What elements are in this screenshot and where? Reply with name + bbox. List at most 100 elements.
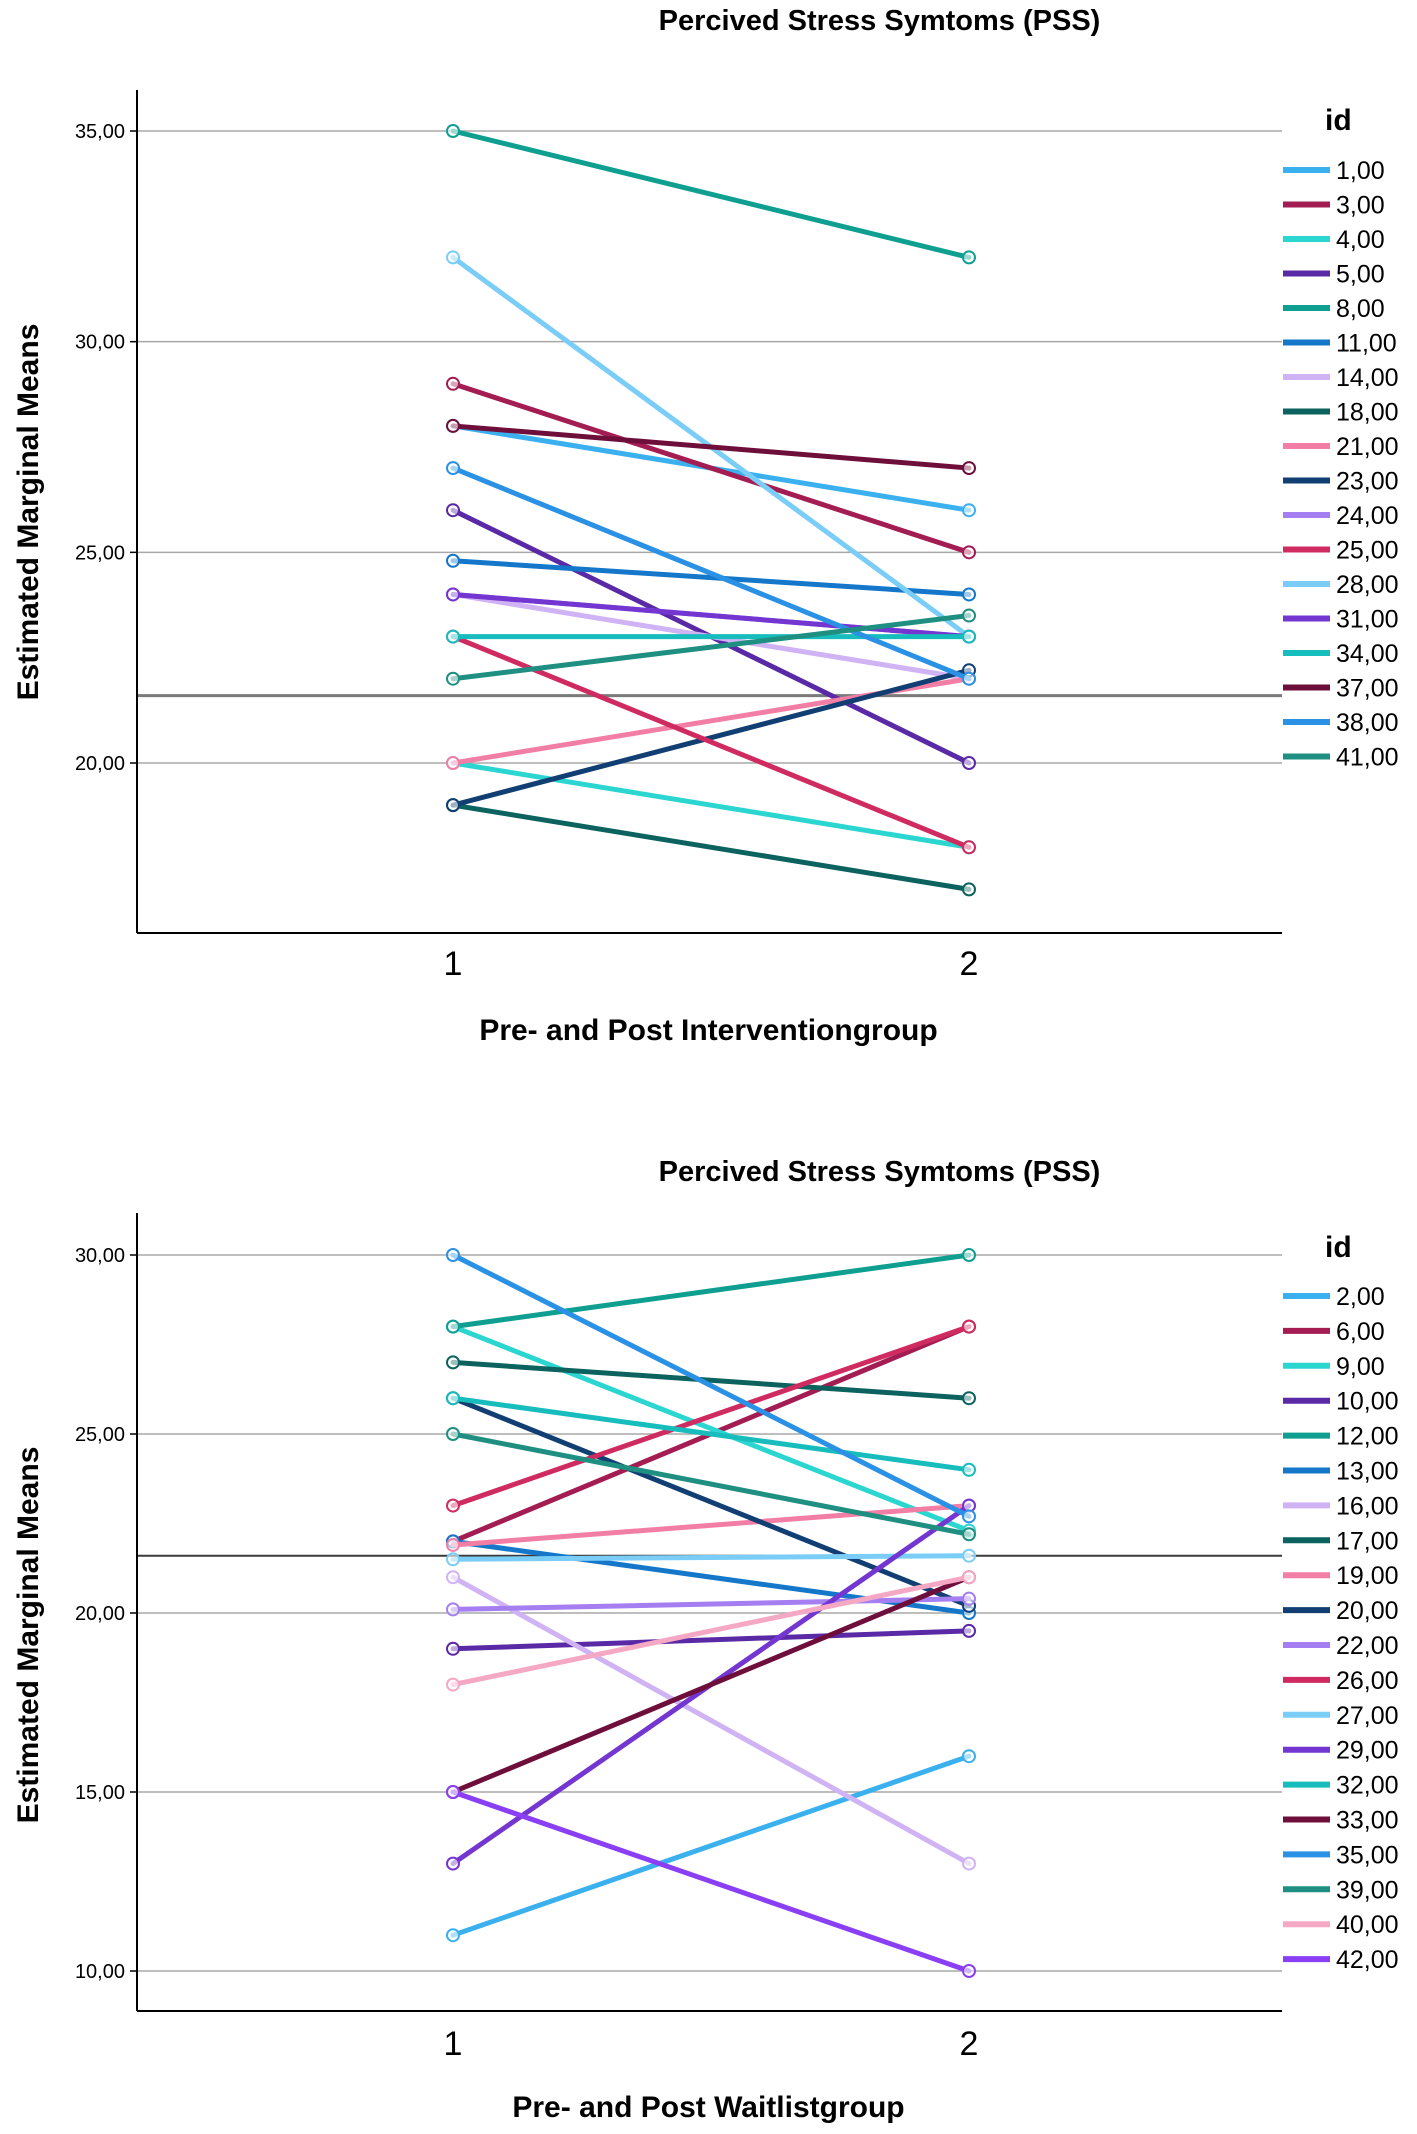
- series-38,00: [446, 461, 976, 686]
- data-point: [962, 882, 976, 897]
- data-point: [962, 756, 976, 770]
- legend-label: 6,00: [1336, 1318, 1385, 1346]
- data-point: [446, 1319, 460, 1334]
- series-line: [450, 1252, 972, 1519]
- legend-item: 28,00: [1283, 571, 1399, 599]
- legend-label: 19,00: [1336, 1562, 1399, 1590]
- legend-label: 5,00: [1336, 261, 1385, 289]
- data-point: [962, 1391, 976, 1406]
- legend-label: 16,00: [1336, 1492, 1399, 1520]
- series-line: [450, 1503, 972, 1548]
- data-point: [962, 1623, 976, 1638]
- series-34,00: [446, 629, 976, 644]
- legend-item: 29,00: [1283, 1737, 1399, 1765]
- series-37,00: [446, 418, 976, 476]
- legend-label: 37,00: [1336, 675, 1399, 703]
- legend-item: 31,00: [1283, 606, 1399, 634]
- y-tick-label: 25,00: [75, 1424, 125, 1446]
- series-line: [450, 760, 972, 850]
- series-11,00: [446, 553, 976, 602]
- chart-2: Percived Stress Symtoms (PSS) 10,00 15,00 2…: [12, 1156, 1399, 2124]
- series-12,00: [446, 1248, 976, 1334]
- series-39,00: [446, 1427, 976, 1542]
- legend-item: 33,00: [1283, 1807, 1399, 1835]
- legend-label: 39,00: [1336, 1876, 1399, 1904]
- series-line: [450, 1324, 972, 1509]
- data-point: [962, 461, 976, 476]
- legend-label: 14,00: [1336, 364, 1399, 392]
- legend-label: 18,00: [1336, 399, 1399, 427]
- data-point: [446, 418, 460, 433]
- legend-item: 6,00: [1283, 1318, 1385, 1346]
- y-tick-label: 30,00: [75, 332, 125, 354]
- chart-title: Percived Stress Symtoms (PSS): [659, 1156, 1101, 1188]
- legend-label: 35,00: [1336, 1841, 1399, 1869]
- legend-label: 26,00: [1336, 1667, 1399, 1695]
- data-point: [962, 1856, 976, 1871]
- legend-item: 38,00: [1283, 709, 1399, 737]
- data-point: [446, 1641, 460, 1656]
- legend-item: 17,00: [1283, 1527, 1399, 1555]
- legend-label: 31,00: [1336, 606, 1399, 634]
- legend-label: 41,00: [1336, 744, 1399, 772]
- data-point: [446, 1677, 460, 1692]
- data-point: [962, 629, 976, 644]
- series-32,00: [446, 1391, 976, 1477]
- data-point: [446, 1498, 460, 1513]
- legend-label: 9,00: [1336, 1353, 1385, 1381]
- y-tick-label: 30,00: [75, 1245, 125, 1267]
- series-line: [450, 1574, 972, 1688]
- data-point: [446, 1928, 460, 1943]
- series-line: [450, 1574, 972, 1795]
- data-point: [446, 250, 460, 265]
- series-16,00: [446, 1570, 976, 1871]
- legend-label: 24,00: [1336, 502, 1399, 530]
- legend-label: 25,00: [1336, 537, 1399, 565]
- legend-label: 20,00: [1336, 1597, 1399, 1625]
- series-27,00: [446, 1548, 976, 1567]
- legend-item: 20,00: [1283, 1597, 1399, 1625]
- data-point: [446, 553, 460, 568]
- data-point: [962, 1548, 976, 1563]
- series-25,00: [446, 629, 976, 855]
- legend-item: 32,00: [1283, 1772, 1399, 1800]
- series-line: [450, 1753, 972, 1938]
- series-26,00: [446, 1319, 976, 1513]
- data-point: [446, 1602, 460, 1617]
- legend-label: 27,00: [1336, 1702, 1399, 1730]
- legend-item: 19,00: [1283, 1562, 1399, 1590]
- y-tick-label: 20,00: [75, 1603, 125, 1625]
- series-line: [450, 1553, 972, 1562]
- data-point: [962, 250, 976, 265]
- series-line: [450, 634, 972, 850]
- data-point: [962, 1509, 976, 1524]
- data-point: [446, 124, 460, 138]
- legend-label: 38,00: [1336, 709, 1399, 737]
- data-point: [962, 1591, 976, 1606]
- legend-label: 21,00: [1336, 433, 1399, 461]
- series-8,00: [446, 124, 976, 265]
- series-42,00: [446, 1785, 976, 1978]
- legend-label: 34,00: [1336, 640, 1399, 668]
- legend-item: 27,00: [1283, 1702, 1399, 1730]
- data-point: [446, 1355, 460, 1370]
- data-point: [962, 1248, 976, 1262]
- data-point: [962, 1749, 976, 1764]
- series-line: [450, 1628, 972, 1652]
- legend-label: 3,00: [1336, 192, 1385, 220]
- legend-label: 32,00: [1336, 1772, 1399, 1800]
- x-axis-title: Pre- and Post Waitlistgroup: [512, 2091, 904, 2124]
- legend-title: id: [1325, 104, 1352, 137]
- legend-item: 35,00: [1283, 1841, 1399, 1869]
- data-point: [962, 1570, 976, 1585]
- legend-label: 29,00: [1336, 1737, 1399, 1765]
- data-point: [446, 1248, 460, 1262]
- data-point: [446, 1537, 460, 1552]
- series-line: [450, 1574, 972, 1867]
- series-3,00: [446, 376, 976, 560]
- data-point: [446, 629, 460, 644]
- data-point: [446, 798, 460, 813]
- legend-item: 3,00: [1283, 192, 1385, 220]
- legend-item: 23,00: [1283, 468, 1399, 496]
- data-point: [962, 587, 976, 602]
